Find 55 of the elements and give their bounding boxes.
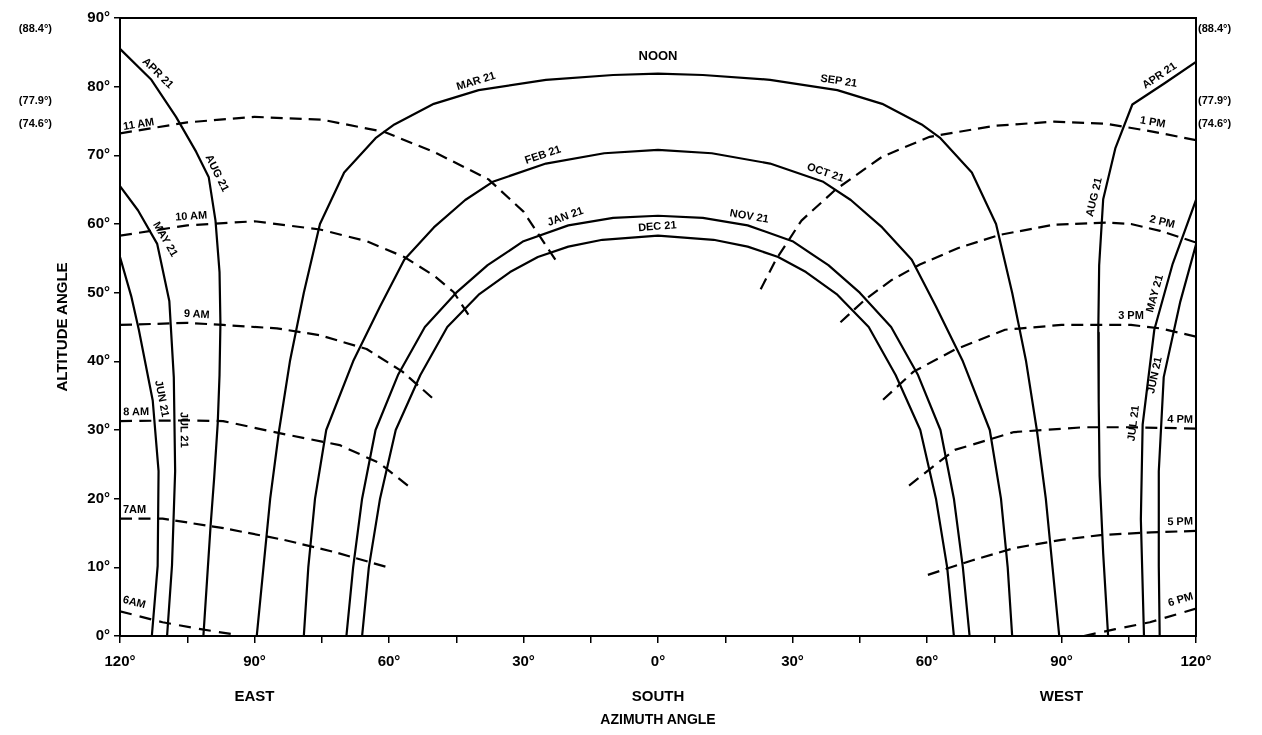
x-axis-title: AZIMUTH ANGLE — [600, 711, 716, 728]
y2-tick-label: (77.9°) — [1198, 94, 1232, 107]
annotation: MAY 21 — [1143, 273, 1166, 314]
x-tick-label: 30° — [512, 652, 535, 670]
y-tick-label: 0° — [95, 626, 110, 644]
y2-tick-label: (74.6°) — [1198, 116, 1232, 129]
x-tick-label: 120° — [104, 652, 136, 670]
y-tick-label: 50° — [87, 282, 110, 300]
annotation: 2 PM — [1148, 212, 1177, 230]
annotation: 8 AM — [123, 404, 150, 418]
y-tick-label: 30° — [87, 420, 110, 438]
annotation: NOV 21 — [729, 206, 770, 225]
annotation: 5 PM — [1167, 514, 1194, 528]
annotation: 10 AM — [174, 208, 208, 223]
y3-tick-label: (88.4°) — [18, 22, 53, 35]
annotation: OCT 21 — [805, 160, 846, 184]
y-tick-label: 20° — [87, 488, 110, 506]
annotation: JUL 21 — [1124, 404, 1141, 442]
annotation: MAR 21 — [454, 68, 497, 93]
x-tick-label: 60° — [915, 652, 939, 670]
annotation: SEP 21 — [819, 71, 859, 89]
annotation: FEB 21 — [523, 142, 563, 166]
y-tick-label: 70° — [87, 145, 110, 163]
annotation: NOON — [638, 47, 678, 63]
y2-tick-label: (88.4°) — [1198, 22, 1232, 35]
annotation: 11 AM — [122, 115, 155, 132]
annotation: 6AM — [121, 592, 148, 611]
x-tick-label: 30° — [781, 652, 804, 670]
y-axis-title: ALTITUDE ANGLE — [53, 262, 71, 392]
x-tick-label: 60° — [377, 652, 401, 670]
x-tick-label: 0° SOUTH — [631, 652, 685, 704]
x-tick-label: 90° WEST — [1039, 652, 1084, 704]
x-tick-label: 90° EAST — [234, 652, 275, 704]
x-tick-label: 120° — [1180, 652, 1212, 670]
annotation: JUN 21 — [153, 379, 172, 418]
annotation: 6 PM — [1166, 589, 1195, 609]
y-tick-label: 90° — [87, 8, 110, 26]
annotation: APR 21 — [1139, 59, 1179, 91]
annotation: JAN 21 — [545, 204, 585, 228]
annotation: AUG 21 — [203, 152, 232, 194]
annotation: AUG 21 — [1083, 176, 1104, 218]
annotation: 3 PM — [1118, 308, 1144, 321]
y-tick-label: 60° — [87, 214, 110, 232]
annotation: JUN 21 — [1144, 355, 1164, 395]
y3-tick-label: (74.6°) — [18, 116, 53, 129]
y-tick-label: 10° — [87, 557, 110, 575]
annotation: 9 AM — [183, 306, 211, 321]
annotation: 7AM — [123, 502, 147, 515]
annotation: DEC 21 — [637, 218, 677, 234]
annotation: 4 PM — [1167, 412, 1194, 425]
y3-tick-label: (77.9°) — [18, 94, 53, 107]
y-tick-label: 40° — [87, 351, 110, 369]
annotation: JUL 21 — [178, 411, 191, 448]
y-tick-label: 80° — [87, 76, 110, 94]
annotation: 1 PM — [1139, 113, 1167, 130]
